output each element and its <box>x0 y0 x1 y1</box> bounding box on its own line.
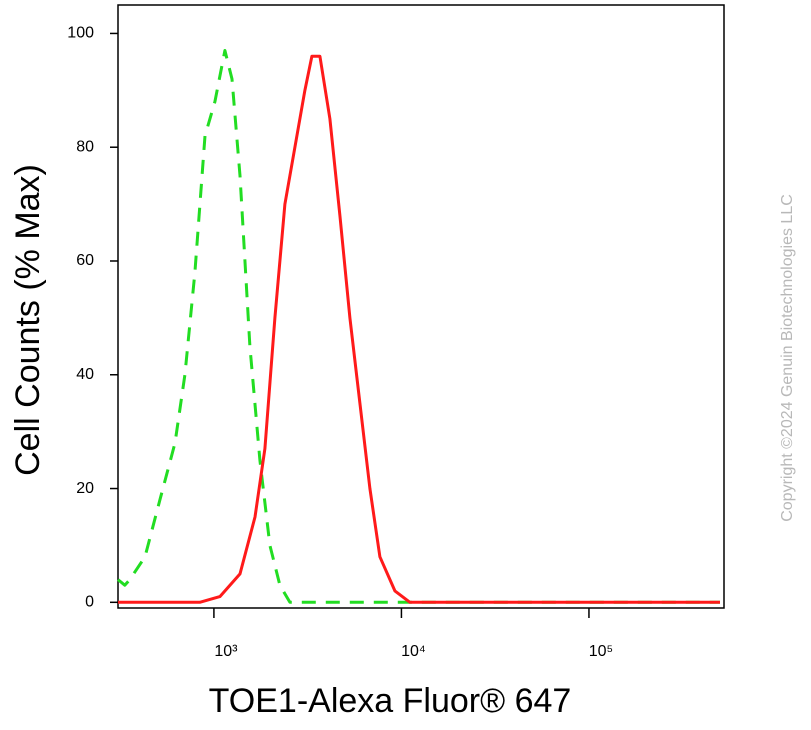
x-tick-label: 10³ <box>214 643 238 660</box>
y-tick-label: 60 <box>76 252 94 269</box>
histogram-line <box>118 54 720 604</box>
y-tick-label: 20 <box>76 480 94 497</box>
histogram-line <box>117 49 720 604</box>
x-tick-label: 10⁵ <box>589 643 613 660</box>
y-tick-label: 0 <box>85 594 94 611</box>
y-tick-label: 80 <box>76 138 94 155</box>
y-tick-label: 100 <box>67 25 94 42</box>
x-tick-label: 10⁴ <box>401 643 426 660</box>
watermark: Copyright ©2024 Genuin Biotechnologies L… <box>779 194 796 522</box>
plot-frame <box>117 4 725 609</box>
y-tick-label: 40 <box>76 366 94 383</box>
x-axis-label: TOE1-Alexa Fluor® 647 <box>209 682 572 720</box>
y-axis-label: Cell Counts (% Max) <box>9 164 47 476</box>
